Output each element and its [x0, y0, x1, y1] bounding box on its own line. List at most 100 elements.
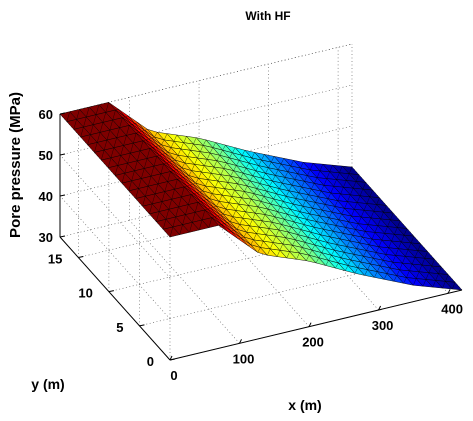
surface-diagonal: [177, 148, 181, 156]
surface-diagonal: [213, 206, 217, 208]
surface-diagonal: [234, 229, 238, 231]
surface-diagonal: [191, 164, 195, 171]
surface-diagonal: [149, 203, 153, 214]
surface-diagonal: [144, 158, 148, 169]
y-tick-label: 10: [78, 286, 92, 301]
x-tick-label: 300: [372, 318, 394, 333]
surface-diagonal: [238, 237, 242, 240]
surface-diagonal: [164, 181, 168, 192]
surface-diagonal: [138, 178, 142, 189]
surface-diagonal: [282, 177, 286, 184]
surface-diagonal: [178, 196, 182, 207]
surface-diagonal: [239, 155, 243, 161]
surface-diagonal: [188, 194, 192, 205]
surface-diagonal: [80, 126, 84, 138]
surface-diagonal: [251, 152, 255, 159]
z-tick-mark: [59, 194, 66, 197]
surface-diagonal: [378, 240, 382, 247]
x-tick-mark: [378, 305, 382, 311]
z-tick-label: 50: [39, 148, 53, 163]
surface-diagonal: [247, 180, 251, 187]
surface-diagonal: [350, 188, 354, 195]
surface-diagonal: [290, 160, 294, 167]
surface-diagonal: [174, 155, 179, 161]
surface-diagonal: [308, 250, 313, 256]
surface-diagonal: [274, 211, 278, 217]
surface-diagonal: [352, 229, 356, 236]
surface-diagonal: [157, 173, 161, 184]
surface-diagonal: [234, 183, 238, 191]
surface-diagonal: [141, 168, 145, 179]
surface-diagonal: [224, 182, 228, 189]
surface-diagonal: [345, 265, 349, 271]
surface-diagonal: [199, 190, 203, 192]
surface-diagonal: [357, 261, 361, 268]
surface-diagonal: [346, 240, 350, 247]
surface-diagonal: [202, 139, 207, 146]
surface-diagonal: [107, 157, 112, 168]
surface-diagonal: [205, 179, 209, 187]
surface-diagonal: [377, 265, 381, 272]
surface-diagonal: [362, 182, 366, 190]
surface-diagonal: [184, 156, 188, 164]
surface-diagonal: [311, 244, 315, 251]
surface-diagonal: [66, 111, 70, 122]
surface-diagonal: [374, 271, 378, 278]
surface-diagonal: [431, 259, 435, 267]
surface-diagonal: [188, 170, 192, 176]
surface-diagonal: [263, 234, 267, 242]
surface-diagonal: [265, 167, 269, 174]
surface-diagonal: [360, 256, 364, 263]
surface-diagonal: [421, 258, 425, 266]
surface-diagonal: [337, 238, 341, 245]
surface-diagonal: [377, 218, 381, 226]
surface-diagonal: [261, 214, 266, 221]
surface-diagonal: [302, 242, 306, 248]
z-tick-mark: [59, 112, 66, 115]
surface-diagonal: [220, 213, 224, 216]
surface-diagonal: [416, 271, 420, 279]
surface-diagonal: [343, 246, 348, 253]
surface-diagonal: [347, 259, 352, 266]
x-axis-label: x (m): [288, 397, 321, 413]
surface-diagonal: [261, 154, 265, 161]
surface-diagonal: [177, 178, 181, 180]
surface-diagonal: [402, 256, 406, 264]
x-tick-label: 0: [170, 368, 177, 383]
surface-diagonal: [268, 222, 273, 229]
surface-diagonal: [125, 115, 129, 117]
surface-diagonal: [325, 260, 329, 266]
surface-diagonal: [280, 201, 284, 207]
surface-diagonal: [306, 213, 310, 220]
surface-diagonal: [412, 257, 416, 265]
surface-diagonal: [384, 226, 388, 234]
surface-diagonal: [329, 165, 333, 172]
surface-diagonal: [260, 196, 265, 202]
surface-diagonal: [110, 147, 115, 158]
surface-diagonal: [202, 185, 206, 191]
surface-diagonal: [373, 204, 377, 212]
surface-diagonal: [151, 136, 155, 139]
surface-diagonal: [149, 147, 153, 149]
surface-diagonal: [276, 250, 281, 257]
surface-diagonal: [327, 236, 331, 243]
surface-diagonal: [268, 161, 272, 168]
surface-diagonal: [347, 194, 351, 202]
surface-diagonal: [256, 227, 260, 234]
surface-diagonal: [227, 221, 231, 223]
surface-diagonal: [201, 209, 206, 221]
surface-diagonal: [361, 210, 365, 218]
surface-diagonal: [388, 240, 392, 248]
surface-diagonal: [303, 219, 307, 225]
surface-diagonal: [246, 225, 250, 233]
surface-diagonal: [193, 192, 197, 194]
surface-diagonal: [366, 244, 370, 251]
surface-diagonal: [155, 145, 159, 147]
surface-diagonal: [90, 124, 94, 135]
surface-diagonal: [284, 214, 288, 220]
x-tick-label: 200: [302, 335, 324, 350]
surface-diagonal: [133, 133, 137, 144]
surface-diagonal: [253, 233, 257, 240]
surface-diagonal: [267, 248, 271, 256]
y-tick-label: 15: [48, 252, 62, 267]
